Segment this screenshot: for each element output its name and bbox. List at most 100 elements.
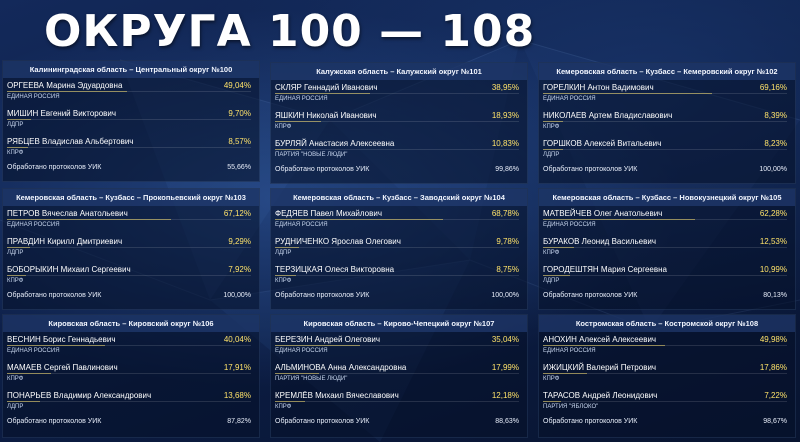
candidate-row: ТЕРЗИЦКАЯ Олеся Викторовна 8,75% КПРФ bbox=[271, 262, 527, 290]
processed-label: Обработано протоколов УИК bbox=[275, 166, 370, 173]
candidate-name: ГОРОДЕШТЯН Мария Сергеевна bbox=[543, 265, 667, 274]
candidate-party: ЛДПР bbox=[543, 278, 560, 284]
vote-share-bar bbox=[7, 119, 251, 120]
candidate-name: ОРГЕЕВА Марина Эдуардовна bbox=[7, 81, 123, 90]
processed-value: 100,00% bbox=[759, 166, 787, 173]
processed-label: Обработано протоколов УИК bbox=[7, 418, 102, 425]
district-header: Калужская область – Калужский округ №101 bbox=[271, 63, 527, 80]
processed-value: 100,00% bbox=[491, 292, 519, 299]
candidate-percent: 8,57% bbox=[228, 137, 251, 146]
candidate-name: ИЖИЦКИЙ Валерий Петрович bbox=[543, 363, 657, 372]
processed-protocols: Обработано протоколов УИК 88,63% bbox=[271, 416, 527, 430]
processed-protocols: Обработано протоколов УИК 87,82% bbox=[3, 416, 259, 430]
vote-share-bar bbox=[7, 401, 251, 402]
candidate-name: ПЕТРОВ Вячеслав Анатольевич bbox=[7, 209, 128, 218]
candidate-party: КПРФ bbox=[543, 376, 560, 382]
district-header: Кемеровская область – Кузбасс – Прокопье… bbox=[3, 189, 259, 206]
district-header: Кемеровская область – Кузбасс – Новокузн… bbox=[539, 189, 795, 206]
candidate-row: МАТВЕЙЧЕВ Олег Анатольевич 62,28% ЕДИНАЯ… bbox=[539, 206, 795, 234]
candidate-percent: 68,78% bbox=[491, 209, 519, 218]
candidate-name: ГОРШКОВ Алексей Витальевич bbox=[543, 139, 662, 148]
vote-share-bar bbox=[275, 401, 519, 402]
vote-share-bar bbox=[7, 247, 251, 248]
candidate-percent: 12,53% bbox=[759, 237, 787, 246]
candidate-row: АНОХИН Алексей Алексеевич 49,98% ЕДИНАЯ … bbox=[539, 332, 795, 360]
processed-label: Обработано протоколов УИК bbox=[275, 418, 370, 425]
candidate-percent: 12,18% bbox=[491, 391, 519, 400]
candidate-party: ПАРТИЯ "НОВЫЕ ЛЮДИ" bbox=[275, 376, 348, 382]
candidate-row: ГОРШКОВ Алексей Витальевич 8,23% ЛДПР bbox=[539, 136, 795, 164]
candidate-party: КПРФ bbox=[7, 376, 24, 382]
candidate-name: АЛЬМИНОВА Анна Александровна bbox=[275, 363, 407, 372]
candidate-name: ФЕДЯЕВ Павел Михайлович bbox=[275, 209, 382, 218]
processed-protocols: Обработано протоколов УИК 98,67% bbox=[539, 416, 795, 430]
candidate-party: ЕДИНАЯ РОССИЯ bbox=[543, 348, 596, 354]
processed-value: 87,82% bbox=[227, 418, 251, 425]
candidate-name: ПРАВДИН Кирилл Дмитриевич bbox=[7, 237, 123, 246]
district-header: Калининградская область – Центральный ок… bbox=[3, 61, 259, 78]
candidate-party: ЕДИНАЯ РОССИЯ bbox=[7, 94, 60, 100]
candidate-percent: 9,78% bbox=[496, 237, 519, 246]
candidate-percent: 17,99% bbox=[491, 363, 519, 372]
district-header: Кировская область – Кирово-Чепецкий окру… bbox=[271, 315, 527, 332]
processed-label: Обработано протоколов УИК bbox=[7, 164, 102, 171]
candidate-party: ЛДПР bbox=[543, 152, 560, 158]
candidate-percent: 40,04% bbox=[223, 335, 251, 344]
candidate-party: КПРФ bbox=[275, 124, 292, 130]
vote-share-bar bbox=[543, 345, 787, 346]
candidate-party: ЕДИНАЯ РОССИЯ bbox=[543, 222, 596, 228]
candidate-row: СКЛЯР Геннадий Иванович 38,95% ЕДИНАЯ РО… bbox=[271, 80, 527, 108]
vote-share-bar bbox=[543, 373, 787, 374]
candidate-percent: 10,83% bbox=[491, 139, 519, 148]
district-panel-105: Кемеровская область – Кузбасс – Новокузн… bbox=[538, 188, 796, 310]
candidate-party: КПРФ bbox=[275, 278, 292, 284]
processed-label: Обработано протоколов УИК bbox=[543, 166, 638, 173]
vote-share-bar bbox=[7, 219, 251, 220]
candidate-name: МАТВЕЙЧЕВ Олег Анатольевич bbox=[543, 209, 663, 218]
district-panel-107: Кировская область – Кирово-Чепецкий окру… bbox=[270, 314, 528, 438]
candidate-percent: 9,29% bbox=[228, 237, 251, 246]
vote-share-bar bbox=[543, 401, 787, 402]
candidate-party: КПРФ bbox=[7, 150, 24, 156]
candidate-row: ТАРАСОВ Андрей Леонидович 7,22% ПАРТИЯ "… bbox=[539, 388, 795, 416]
candidate-name: ГОРЕЛКИН Антон Вадимович bbox=[543, 83, 654, 92]
candidate-percent: 69,16% bbox=[759, 83, 787, 92]
processed-value: 98,67% bbox=[763, 418, 787, 425]
candidate-row: КРЕМЛЁВ Михаил Вячеславович 12,18% КПРФ bbox=[271, 388, 527, 416]
candidate-percent: 9,70% bbox=[228, 109, 251, 118]
district-panel-101: Калужская область – Калужский округ №101… bbox=[270, 62, 528, 184]
vote-share-bar bbox=[275, 149, 519, 150]
candidate-percent: 13,68% bbox=[223, 391, 251, 400]
candidate-name: ТАРАСОВ Андрей Леонидович bbox=[543, 391, 658, 400]
candidate-row: МАМАЕВ Сергей Павлинович 17,91% КПРФ bbox=[3, 360, 259, 388]
vote-share-bar bbox=[543, 247, 787, 248]
candidate-party: ЛДПР bbox=[7, 250, 24, 256]
district-panel-104: Кемеровская область – Кузбасс – Заводски… bbox=[270, 188, 528, 310]
processed-label: Обработано протоколов УИК bbox=[275, 292, 370, 299]
candidate-name: БЕРЕЗИН Андрей Олегович bbox=[275, 335, 381, 344]
vote-share-bar bbox=[7, 91, 251, 92]
district-header: Кировская область – Кировский округ №106 bbox=[3, 315, 259, 332]
candidate-row: ИЖИЦКИЙ Валерий Петрович 17,86% КПРФ bbox=[539, 360, 795, 388]
vote-share-bar bbox=[275, 93, 519, 94]
processed-protocols: Обработано протоколов УИК 55,66% bbox=[3, 162, 259, 176]
processed-value: 100,00% bbox=[223, 292, 251, 299]
district-panel-103: Кемеровская область – Кузбасс – Прокопье… bbox=[2, 188, 260, 310]
processed-protocols: Обработано протоколов УИК 100,00% bbox=[539, 164, 795, 178]
candidate-row: БУРАКОВ Леонид Васильевич 12,53% КПРФ bbox=[539, 234, 795, 262]
district-panel-106: Кировская область – Кировский округ №106… bbox=[2, 314, 260, 438]
processed-value: 99,86% bbox=[495, 166, 519, 173]
processed-label: Обработано протоколов УИК bbox=[543, 418, 638, 425]
candidate-name: КРЕМЛЁВ Михаил Вячеславович bbox=[275, 391, 399, 400]
vote-share-bar bbox=[275, 275, 519, 276]
processed-protocols: Обработано протоколов УИК 100,00% bbox=[271, 290, 527, 304]
vote-share-bar bbox=[275, 121, 519, 122]
candidate-party: КПРФ bbox=[543, 250, 560, 256]
candidate-party: ЕДИНАЯ РОССИЯ bbox=[275, 96, 328, 102]
processed-protocols: Обработано протоколов УИК 100,00% bbox=[3, 290, 259, 304]
processed-value: 55,66% bbox=[227, 164, 251, 171]
vote-share-bar bbox=[275, 345, 519, 346]
candidate-name: РЯБЦЕВ Владислав Альбертович bbox=[7, 137, 134, 146]
candidate-name: БУРЛЯЙ Анастасия Алексеевна bbox=[275, 139, 395, 148]
candidate-name: НИКОЛАЕВ Артем Владиславович bbox=[543, 111, 673, 120]
